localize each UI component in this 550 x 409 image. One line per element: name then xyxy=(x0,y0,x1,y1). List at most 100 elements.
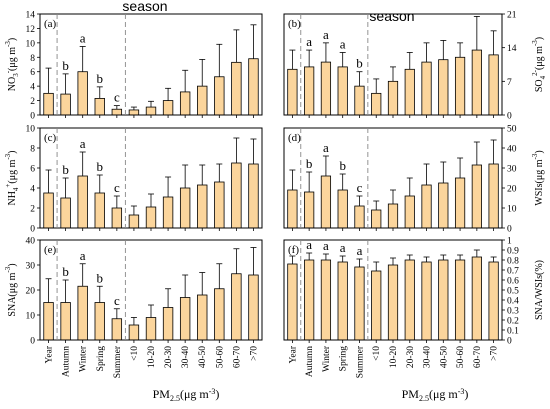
y-tick-label: 10 xyxy=(26,312,36,322)
significance-letter: a xyxy=(323,140,329,155)
bar xyxy=(94,192,105,229)
panel-f: a a a a00.10.20.30.40.50.60.70.80.91(f)SNA/… xyxy=(283,237,545,347)
y-tick-label: 8 xyxy=(30,54,35,64)
significance-letter: b xyxy=(62,58,69,73)
bar xyxy=(77,71,88,116)
bar xyxy=(231,61,242,116)
y-tick-label: 14 xyxy=(26,11,36,21)
significance-letter: b xyxy=(97,159,104,174)
bar xyxy=(128,214,140,229)
bar xyxy=(214,181,225,229)
y-tick-label: 4 xyxy=(30,185,35,195)
bar xyxy=(77,285,88,341)
bar xyxy=(94,98,105,116)
y-tick-label: 20 xyxy=(26,287,36,297)
y-tick-label: 10 xyxy=(507,205,517,215)
significance-letter: c xyxy=(114,90,120,105)
y-tick-label: 2 xyxy=(30,97,35,107)
x-category-label: 20-30 xyxy=(406,346,416,368)
bar xyxy=(438,59,449,116)
bar xyxy=(60,302,71,341)
significance-letter: a xyxy=(80,136,86,151)
bar xyxy=(387,80,399,116)
y-tick-label: 6 xyxy=(30,165,35,175)
y-tick-label: 1 xyxy=(507,237,512,247)
bar xyxy=(387,264,399,341)
bar xyxy=(421,61,432,116)
bar xyxy=(231,273,242,341)
x-category-label: 50-60 xyxy=(456,346,466,368)
y-tick-label: 0 xyxy=(30,337,35,347)
y-tick-label: 10 xyxy=(26,125,36,135)
y-tick-label: 20 xyxy=(507,185,517,195)
x-category-label: Winter xyxy=(322,345,332,372)
bar xyxy=(454,177,466,229)
season-label-right: season xyxy=(369,8,414,24)
panel-label: (b) xyxy=(288,18,301,30)
y-axis-title: NH4+(μg m-3) xyxy=(4,150,20,205)
bar xyxy=(128,324,140,341)
y-tick-label: 21 xyxy=(507,11,517,21)
y-tick-label: 0 xyxy=(30,112,35,122)
bar xyxy=(304,259,315,341)
bar xyxy=(128,109,140,116)
x-category-label: 50-60 xyxy=(215,346,225,368)
bar xyxy=(248,58,259,116)
x-category-label: >70 xyxy=(249,346,259,361)
bar xyxy=(471,256,482,341)
bar xyxy=(287,189,298,229)
y-axis-title: SNA/WSIs(%) xyxy=(534,260,545,320)
x-category-label: >70 xyxy=(490,346,500,361)
y-tick-label: 6 xyxy=(30,68,35,78)
x-category-label: 10-20 xyxy=(147,346,157,368)
bar xyxy=(488,54,499,116)
bar xyxy=(60,197,71,229)
y-tick-label: 7 xyxy=(507,78,512,88)
bar xyxy=(197,184,208,229)
bar xyxy=(111,207,123,229)
bar xyxy=(287,263,298,341)
bar xyxy=(354,85,365,116)
bar xyxy=(404,195,415,229)
x-category-label: 60-70 xyxy=(232,346,242,368)
bar xyxy=(248,274,259,341)
bar xyxy=(337,261,348,341)
significance-letter: a xyxy=(323,238,329,253)
bar xyxy=(287,68,298,116)
significance-letter: b xyxy=(339,158,346,173)
significance-letter: a xyxy=(80,248,86,263)
bar xyxy=(197,85,208,116)
y-axis-title: WSIs(μg m-3) xyxy=(531,150,545,205)
y-tick-label: 14 xyxy=(507,44,517,54)
y-tick-label: 8 xyxy=(30,145,35,155)
significance-letter: a xyxy=(340,36,346,51)
season-label-left: season xyxy=(122,0,167,14)
bar xyxy=(304,191,315,229)
panel-label: (a) xyxy=(44,18,57,30)
bar xyxy=(337,66,348,116)
x-category-label: 20-30 xyxy=(164,346,174,368)
bar xyxy=(454,259,466,341)
bar xyxy=(471,164,482,229)
x-category-label: 30-40 xyxy=(181,346,191,368)
plot-frame xyxy=(39,13,263,116)
y-tick-label: 40 xyxy=(507,145,517,155)
x-category-label: 40-50 xyxy=(439,346,449,368)
y-tick-label: 0 xyxy=(507,225,512,235)
bar xyxy=(488,163,499,229)
x-category-label: Summer xyxy=(355,345,365,378)
x-category-label: <10 xyxy=(130,346,140,361)
y-tick-label: 2 xyxy=(30,205,35,215)
bar xyxy=(111,108,123,116)
significance-letter: a xyxy=(357,243,363,258)
y-tick-label: 30 xyxy=(26,262,36,272)
bar xyxy=(43,302,54,341)
y-tick-label: 0.3 xyxy=(507,307,519,317)
bar xyxy=(145,206,157,229)
